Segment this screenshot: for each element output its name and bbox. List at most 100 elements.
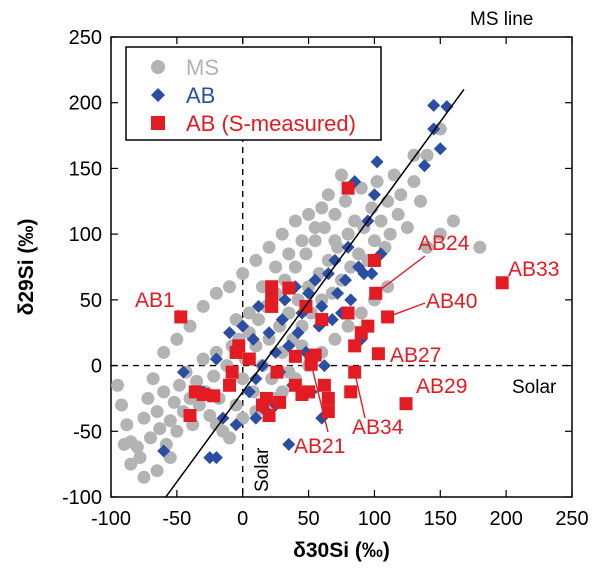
- ab-s-measured-point: [270, 365, 284, 379]
- plot-frame: [110, 36, 573, 498]
- ms-point: [420, 240, 434, 254]
- ab-point: [252, 299, 266, 313]
- ms-point: [209, 286, 223, 300]
- ab-s-measured-point: [265, 299, 279, 313]
- ms-point: [308, 221, 322, 235]
- legend: MS AB AB (S-measured): [125, 46, 382, 141]
- annotation-label: AB1: [135, 289, 175, 312]
- ab-s-measured-point: [273, 395, 287, 409]
- ab-point: [223, 326, 237, 340]
- legend-label: MS: [186, 55, 219, 80]
- ms-point: [141, 391, 155, 405]
- ab-point: [417, 159, 431, 173]
- ms-point: [295, 234, 309, 248]
- ms-point: [328, 332, 342, 346]
- x-tick-label: 250: [555, 508, 588, 530]
- ab-s-measured-point: [341, 306, 355, 320]
- ab-s-measured-point: [317, 378, 331, 392]
- ab-point: [440, 100, 454, 114]
- ms-point: [115, 398, 129, 412]
- ms-point: [420, 148, 434, 162]
- ms-point: [157, 385, 171, 399]
- annotations: MS line Solar Solar AB24 AB33 AB1 AB40 AB27 AB29…: [135, 9, 559, 492]
- ab-s-measured-point: [225, 365, 239, 379]
- annotation-label: AB29: [416, 375, 467, 398]
- annotation-leader: [177, 309, 182, 318]
- x-tick-label: 50: [297, 508, 319, 530]
- ab-s-measured-point: [367, 253, 381, 267]
- y-axis-label: δ29Si (‰): [15, 219, 38, 316]
- ms-point: [367, 234, 381, 248]
- ms-point: [196, 299, 210, 313]
- ms-line-label: MS line: [470, 9, 533, 30]
- ab-point: [278, 293, 292, 307]
- ms-point: [223, 431, 237, 445]
- ab-point: [338, 273, 352, 287]
- ms-point: [207, 369, 221, 383]
- ms-point: [383, 227, 397, 241]
- ab-s-measured-point: [262, 409, 276, 423]
- ms-point: [170, 332, 184, 346]
- ab-s-measured-point: [196, 387, 210, 401]
- ms-point: [344, 260, 358, 274]
- ab-point: [308, 273, 322, 287]
- y-tick-label: 100: [69, 224, 102, 246]
- ms-point: [252, 313, 266, 327]
- ms-point: [133, 451, 147, 465]
- ms-point: [407, 148, 421, 162]
- ms-point: [302, 207, 316, 221]
- ab-s-measured-point: [495, 276, 509, 290]
- ms-point: [269, 260, 283, 274]
- ab-point: [331, 286, 345, 300]
- ab-s-measured-point: [341, 181, 355, 195]
- ms-point: [321, 253, 335, 267]
- ms-point: [321, 188, 335, 202]
- ab-s-measured-point: [321, 391, 335, 405]
- ab-point: [282, 339, 296, 353]
- y-tick-label: 250: [69, 27, 102, 49]
- ms-point: [163, 414, 177, 428]
- annotation-label: AB33: [508, 258, 559, 281]
- ms-point: [120, 418, 134, 432]
- axes: -100 -50 0 50 100 150 200 250 -100 -50 0 50 100 150 20…: [15, 27, 589, 562]
- solar-horizontal-label: Solar: [512, 377, 557, 398]
- ms-point: [288, 214, 302, 228]
- ms-point: [137, 411, 151, 425]
- ab-point: [249, 411, 263, 425]
- ms-point: [354, 306, 368, 320]
- y-tick-label: 50: [80, 290, 102, 312]
- ms-point: [262, 332, 276, 346]
- ab-point: [176, 365, 190, 379]
- ms-point: [341, 227, 355, 241]
- ms-point: [317, 221, 331, 235]
- ms-point: [137, 470, 151, 484]
- annotation-label: AB24: [418, 232, 470, 255]
- ab-point: [433, 142, 447, 156]
- ms-point: [381, 194, 395, 208]
- x-tick-label: 200: [489, 508, 522, 530]
- ms-point: [229, 313, 243, 327]
- ms-point: [209, 345, 223, 359]
- ab-point: [236, 319, 250, 333]
- annotation-label: AB21: [294, 435, 345, 458]
- ab-point: [325, 313, 339, 327]
- ms-point: [229, 398, 243, 412]
- ms-point: [302, 280, 316, 294]
- ms-point: [381, 280, 395, 294]
- ms-point: [209, 418, 223, 432]
- ms-point: [124, 457, 138, 471]
- ms-point: [170, 424, 184, 438]
- ms-point: [282, 365, 296, 379]
- annotation-label: AB27: [390, 344, 441, 367]
- y-tick-label: -100: [62, 487, 102, 509]
- ms-point: [236, 372, 250, 386]
- ab-point: [269, 345, 283, 359]
- legend-label: AB: [186, 83, 215, 108]
- ab-point: [209, 352, 223, 366]
- ab-s-measured-point: [399, 397, 413, 411]
- legend-box: [125, 46, 382, 141]
- ms-point: [446, 214, 460, 228]
- ab-s-measured-point: [371, 347, 385, 361]
- ab-point: [157, 444, 171, 458]
- ms-line: [164, 88, 465, 497]
